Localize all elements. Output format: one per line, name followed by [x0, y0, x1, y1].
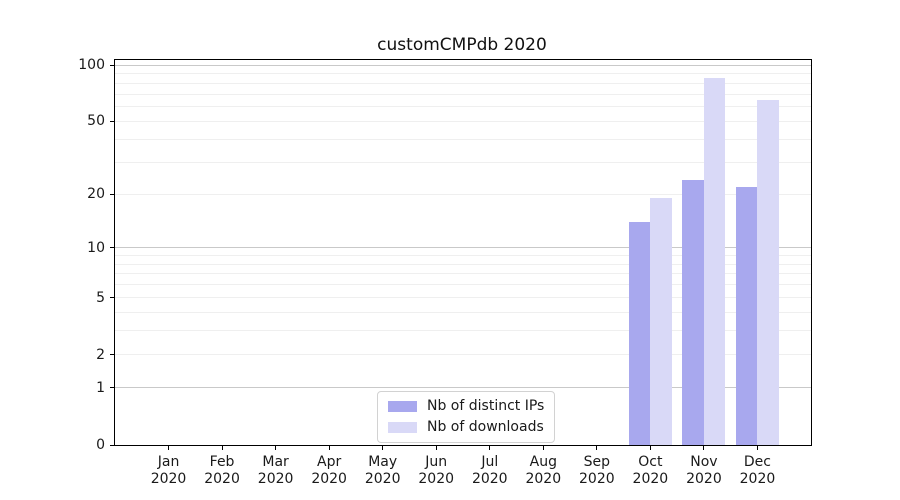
- x-tick: [703, 446, 705, 450]
- y-gridline-minor: [115, 120, 811, 122]
- y-tick-label: 5: [96, 289, 105, 306]
- y-gridline-minor: [115, 330, 811, 332]
- legend-swatch-downloads: [388, 422, 417, 433]
- x-tick: [275, 446, 277, 450]
- x-tick: [328, 446, 330, 450]
- bar-distinct-ips: [735, 186, 758, 445]
- x-tick: [382, 446, 384, 450]
- y-tick-label: 50: [87, 113, 105, 130]
- bar-distinct-ips: [682, 180, 704, 445]
- y-tick: [110, 387, 114, 389]
- x-tick-label: Mar 2020: [257, 454, 294, 487]
- y-gridline-minor: [115, 263, 811, 265]
- y-tick-label: 100: [78, 57, 105, 74]
- y-gridline-minor: [115, 138, 811, 140]
- y-gridline-minor: [115, 254, 811, 256]
- y-tick: [110, 247, 114, 249]
- y-gridline-minor: [115, 73, 811, 75]
- y-tick-label: 0: [96, 437, 105, 453]
- x-tick-label: Dec 2020: [739, 454, 776, 487]
- y-gridline-minor: [115, 284, 811, 286]
- plot-area: 0 1 2 5 10 20 50 100 Jan 2020 Feb 2020 Mar 2020 Apr…: [78, 57, 812, 487]
- x-tick: [596, 446, 598, 450]
- bar-distinct-ips: [628, 222, 651, 445]
- y-gridline-minor: [115, 297, 811, 299]
- legend-row-distinct-ips: Nb of distinct IPs: [388, 399, 544, 414]
- x-tick: [649, 446, 651, 450]
- x-tick-label: Jul 2020: [471, 454, 508, 487]
- x-tick-label: Jan 2020: [150, 454, 187, 487]
- x-tick: [435, 446, 437, 450]
- x-tick-label: Oct 2020: [632, 454, 669, 487]
- y-gridline-minor: [115, 354, 811, 356]
- y-gridline-minor: [115, 161, 811, 163]
- y-tick: [110, 193, 114, 195]
- y-gridline-minor: [115, 193, 811, 195]
- y-gridline-minor: [115, 312, 811, 314]
- y-gridline-major: [115, 64, 811, 66]
- x-tick: [542, 446, 544, 450]
- y-gridline-minor: [115, 93, 811, 95]
- legend: Nb of distinct IPs Nb of downloads: [377, 391, 556, 443]
- y-tick-label: 2: [96, 346, 105, 363]
- legend-label-downloads: Nb of downloads: [427, 419, 544, 435]
- x-tick: [756, 446, 758, 450]
- x-tick: [221, 446, 223, 450]
- y-gridline-minor: [115, 106, 811, 108]
- legend-label-distinct-ips: Nb of distinct IPs: [427, 398, 545, 414]
- y-gridline-minor: [115, 273, 811, 275]
- bar-downloads: [650, 198, 672, 445]
- x-tick-label: Aug 2020: [525, 454, 562, 487]
- y-tick-label: 1: [96, 379, 105, 396]
- y-tick: [110, 444, 114, 446]
- x-tick: [489, 446, 491, 450]
- y-gridline-major: [115, 247, 811, 249]
- chart-title: customCMPdb 2020: [377, 35, 547, 55]
- legend-row-downloads: Nb of downloads: [388, 420, 544, 435]
- y-tick: [110, 297, 114, 299]
- y-gridline-major: [115, 387, 811, 389]
- x-tick-label: May 2020: [364, 454, 401, 487]
- y-gridline-minor: [115, 82, 811, 84]
- x-tick-label: Feb 2020: [204, 454, 240, 487]
- x-tick: [168, 446, 170, 450]
- y-tick: [110, 354, 114, 356]
- x-tick-label: Jun 2020: [418, 454, 455, 487]
- y-tick: [110, 120, 114, 122]
- x-tick-label: Apr 2020: [311, 454, 347, 487]
- y-tick-label: 20: [87, 186, 105, 203]
- y-tick: [110, 64, 114, 66]
- x-tick-label: Sep 2020: [579, 454, 615, 487]
- x-tick-label: Nov 2020: [686, 454, 722, 487]
- legend-swatch-distinct-ips: [388, 401, 417, 412]
- bar-downloads: [757, 100, 779, 445]
- y-tick-label: 10: [87, 239, 105, 256]
- bar-downloads: [703, 78, 726, 445]
